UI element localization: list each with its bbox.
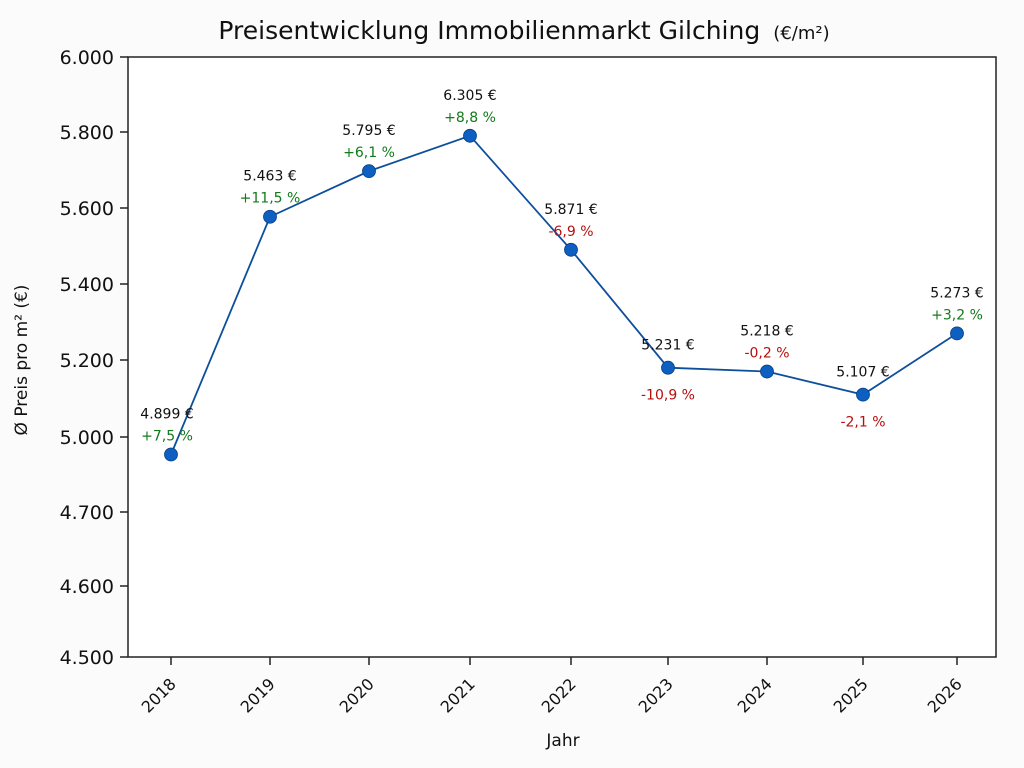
data-point-2024 [760,364,774,379]
data-labels-group: 4.899 € +7,5 % 5.463 € +11,5 % 5.795 € +6,1 %… [140,88,983,445]
change-label-2019: +11,5 % [240,191,301,207]
data-point-2019 [263,209,277,224]
price-label-2026: 5.273 € [930,285,983,301]
y-tick-label: 4.500 [60,647,114,669]
change-label-2018: +7,5 % [141,429,193,445]
data-point-2020 [362,164,376,179]
price-label-2018: 4.899 € [140,407,193,423]
data-point-2025 [856,387,870,402]
y-axis-label: Ø Preis pro m² (€) [12,285,32,436]
y-tick-label: 5.400 [60,274,114,296]
change-label-2023: -10,9 % [641,388,695,404]
data-point-2023 [661,360,675,375]
chart-title-main: Preisentwicklung Immobilienmarkt Gilchin… [218,16,760,45]
change-label-2022: -6,9 % [548,224,593,240]
y-tick-label: 6.000 [60,47,114,69]
change-label-2025: -2,1 % [840,415,885,431]
data-point-2021 [463,128,477,143]
y-tick-label: 5.200 [60,350,114,372]
price-label-2022: 5.871 € [544,202,597,218]
y-axis: 4.500 4.600 4.700 5.000 5.200 5.400 5.600 5.800… [60,47,128,669]
change-label-2026: +3,2 % [931,307,983,323]
y-tick-label: 4.700 [60,502,114,524]
price-label-2019: 5.463 € [243,169,296,185]
change-label-2024: -0,2 % [744,346,789,362]
price-label-2023: 5.231 € [641,338,694,354]
y-tick-label: 5.000 [60,427,114,449]
data-point-2022 [564,242,578,257]
data-point-2026 [950,326,964,341]
price-label-2020: 5.795 € [342,123,395,139]
price-label-2025: 5.107 € [836,365,889,381]
data-point-2018 [164,447,178,462]
x-axis-label: Jahr [545,731,579,751]
price-label-2021: 6.305 € [443,88,496,104]
y-tick-label: 4.600 [60,576,114,598]
change-label-2020: +6,1 % [343,145,395,161]
y-tick-label: 5.600 [60,198,114,220]
chart-title-unit: (€/m²) [773,23,829,44]
chart-title: Preisentwicklung Immobilienmarkt Gilchin… [218,16,829,45]
plot-area [127,56,997,658]
price-label-2024: 5.218 € [740,324,793,340]
change-label-2021: +8,8 % [444,110,496,126]
y-tick-label: 5.800 [60,122,114,144]
series-points-group [164,128,964,462]
